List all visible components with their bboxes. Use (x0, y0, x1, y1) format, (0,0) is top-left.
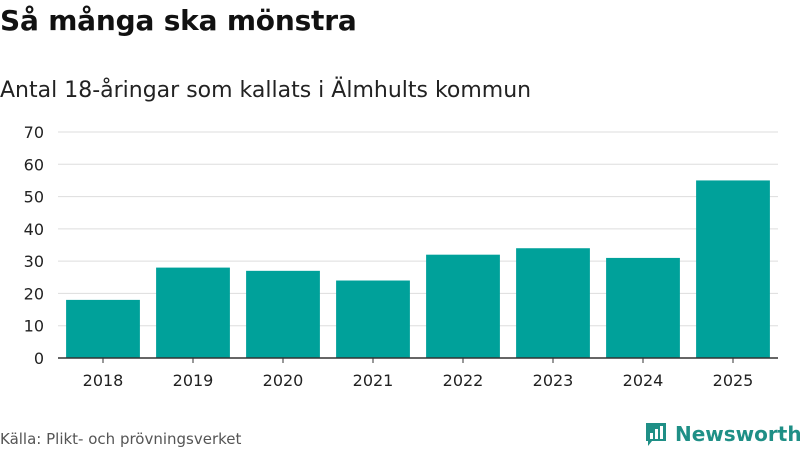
x-tick-label: 2018 (83, 371, 124, 390)
bar-2021 (336, 280, 410, 358)
bar-2023 (516, 248, 590, 358)
bar-2020 (246, 270, 320, 358)
chart-title: Så många ska mönstra (0, 4, 357, 37)
logo-text: Newsworthy (675, 422, 800, 446)
y-tick-label: 0 (34, 349, 44, 368)
x-tick-label: 2025 (713, 371, 754, 390)
y-tick-label: 10 (24, 317, 44, 336)
y-tick-label: 70 (24, 123, 44, 142)
y-tick-label: 60 (24, 155, 44, 174)
x-tick-label: 2019 (173, 371, 214, 390)
bar-2025 (696, 180, 770, 358)
y-tick-label: 20 (24, 284, 44, 303)
chart-subtitle: Antal 18-åringar som kallats i Älmhults … (0, 78, 532, 103)
x-tick-label: 2024 (623, 371, 664, 390)
newsworthy-logo: Newsworthy (644, 421, 800, 447)
bar-2018 (66, 299, 140, 358)
y-tick-label: 40 (24, 220, 44, 239)
y-tick-label: 30 (24, 252, 44, 271)
source-note: Källa: Plikt- och prövningsverket (0, 430, 242, 448)
x-tick-label: 2021 (353, 371, 394, 390)
bar-2024 (606, 257, 680, 358)
newsworthy-logo-icon (646, 423, 666, 446)
x-tick-label: 2020 (263, 371, 304, 390)
bar-2019 (156, 267, 230, 358)
y-tick-label: 50 (24, 188, 44, 207)
x-tick-label: 2023 (533, 371, 574, 390)
bar-2022 (426, 254, 500, 358)
x-tick-label: 2022 (443, 371, 484, 390)
